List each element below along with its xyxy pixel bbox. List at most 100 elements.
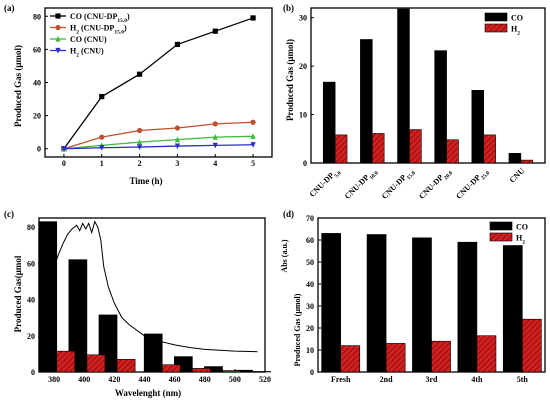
panel-a-data-point	[174, 143, 181, 150]
panel-a-legend-marker	[55, 13, 61, 19]
panel-c-wavelength: Wavelenght (nm) Produced Gas(μmol 380 400…	[13, 217, 272, 398]
panel-d-legend-swatch	[489, 232, 513, 242]
panel-c-bar-h2	[192, 368, 211, 373]
panel-a-legend-marker	[55, 24, 61, 31]
panel-a-data-point	[212, 134, 218, 140]
panel-d-bar-h2	[431, 340, 451, 373]
panel-d-bar-co	[366, 234, 387, 373]
panel-a-ytick-label: 60	[33, 45, 41, 54]
panel-a-time-course: Time (h) Produced Gas (μmol) 0 1 2 3 4 5 0 20 40…	[13, 7, 273, 186]
panel-a-data-point	[250, 142, 256, 148]
panel-a-series-line-2	[63, 135, 254, 150]
panel-c-ytick-label: 80	[27, 223, 35, 232]
panel-c-xlabel: Wavelenght (nm)	[115, 388, 181, 398]
panel-d-y2label: Abs (a.u.)	[280, 239, 289, 272]
panel-d-legend-label: H2	[516, 234, 525, 246]
panel-d-bar-co	[502, 245, 523, 373]
panel-b-bar-h2	[446, 139, 459, 164]
panel-c-ytick-label: 20	[27, 332, 35, 341]
panel-a-data-point	[61, 146, 67, 152]
panel-b-bar-co	[360, 39, 373, 164]
panel-a-xtick-label: 4	[213, 159, 217, 168]
panel-a-data-point	[212, 142, 218, 149]
panel-a-xtick-label: 2	[138, 159, 142, 168]
panel-d-ytick-label: 30	[306, 302, 314, 311]
panel-d-bar-co	[321, 233, 341, 373]
panel-d-ytick-label: 20	[306, 324, 314, 333]
panel-c-ytick-label: 0	[31, 368, 35, 377]
panel-d-ytick-label: 60	[306, 236, 314, 245]
panel-c-xtick-label: 400	[78, 375, 90, 384]
panel-b-legend-swatch	[484, 12, 508, 22]
panel-d-bar-co	[457, 241, 478, 373]
panel-b-legend-label: H2	[511, 25, 520, 37]
panel-d-ylabel: Produced Gas (μmol)	[293, 293, 302, 366]
panel-a-legend-label: CO (CNU-DP15.0)	[70, 12, 130, 24]
panel-a-legend-marker	[55, 47, 61, 54]
panel-d-ytick-label: 0	[310, 368, 314, 377]
panel-a-ytick-label: 40	[33, 79, 41, 88]
panel-c-bar-co	[143, 333, 163, 373]
panel-b-bar-co	[508, 153, 522, 164]
panel-a-data-point	[136, 127, 143, 134]
panel-a-legend-marker	[55, 35, 61, 42]
panel-d-bar-h2	[385, 343, 406, 373]
panel-b-bar-co	[397, 8, 410, 164]
panel-a-series-line-1	[63, 121, 254, 150]
panel-a-data-point	[136, 71, 143, 77]
panel-c-xtick-label: 460	[169, 375, 181, 384]
panel-a-data-point	[250, 15, 256, 21]
panel-b-bar-h2	[409, 129, 422, 164]
panel-c-bar-h2	[161, 364, 181, 373]
panel-d-category-label: 3rd	[426, 375, 439, 384]
panel-a-data-point	[99, 145, 105, 151]
panel-a-legend-label: CO (CNU)	[70, 35, 107, 44]
panel-d-category-label: 5th	[517, 375, 529, 384]
panel-d-ytick-label: 10	[306, 346, 314, 355]
panel-d-category-label: 2nd	[380, 375, 393, 384]
panel-a-data-point	[250, 119, 256, 125]
panel-a-data-point	[136, 139, 143, 145]
panel-b-bar-h2	[334, 134, 348, 164]
panel-d-legend-swatch	[489, 221, 513, 231]
panel-d-ytick-label: 50	[306, 258, 314, 267]
panel-a-data-point	[99, 134, 105, 140]
panel-c-ylabel: Produced Gas(μmol	[13, 255, 23, 332]
panel-d-bar-h2	[340, 345, 361, 373]
panel-label-b: (b)	[283, 3, 294, 13]
panel-b-bar-co	[434, 50, 447, 164]
panel-c-xtick-label: 520	[259, 375, 271, 384]
panel-b-category-label: CNU-DP25.0	[454, 166, 491, 203]
panel-a-xtick-label: 5	[251, 159, 255, 168]
panel-c-xtick-label: 480	[199, 375, 211, 384]
panel-b-bar-h2	[520, 159, 534, 164]
panel-c-absorbance-curve	[49, 220, 258, 353]
panel-c-xtick-label: 500	[229, 375, 241, 384]
panel-d-category-label: 4th	[471, 375, 483, 384]
panel-a-series-line-3	[63, 144, 254, 150]
panel-b-ytick-label: 20	[299, 62, 307, 71]
panel-d-cycling: Abs (a.u.) Produced Gas (μmol) 0 10 20 30 40…	[280, 214, 546, 384]
panel-a-data-point	[174, 41, 181, 48]
panel-b-category-label: CNU-DP15.0	[380, 166, 417, 203]
panel-c-bar-h2	[56, 350, 76, 373]
panel-a-series-line-0	[63, 17, 254, 150]
panel-b-ylabel: Produced Gas (μmol)	[285, 39, 295, 121]
panel-b-legend-swatch	[484, 23, 508, 33]
panel-a-data-point	[174, 125, 181, 131]
panel-a-data-point	[212, 28, 218, 34]
panel-d-bar-h2	[476, 335, 497, 373]
panel-b-category-label: CNU	[508, 166, 527, 185]
panel-d-ytick-label: 40	[306, 280, 314, 289]
panel-c-ytick-label: 40	[27, 296, 35, 305]
panel-c-bar-co	[68, 259, 88, 373]
panel-a-xtick-label: 0	[62, 159, 66, 168]
panel-b-bar-h2	[371, 133, 385, 164]
panel-a-ytick-label: 80	[33, 12, 41, 21]
panel-d-ytick-label: 70	[306, 214, 314, 223]
panel-a-ytick-label: 20	[33, 112, 41, 121]
panel-c-bar-h2	[252, 371, 272, 373]
panel-b-legend-label: CO	[511, 14, 523, 23]
panel-label-a: (a)	[4, 3, 15, 13]
